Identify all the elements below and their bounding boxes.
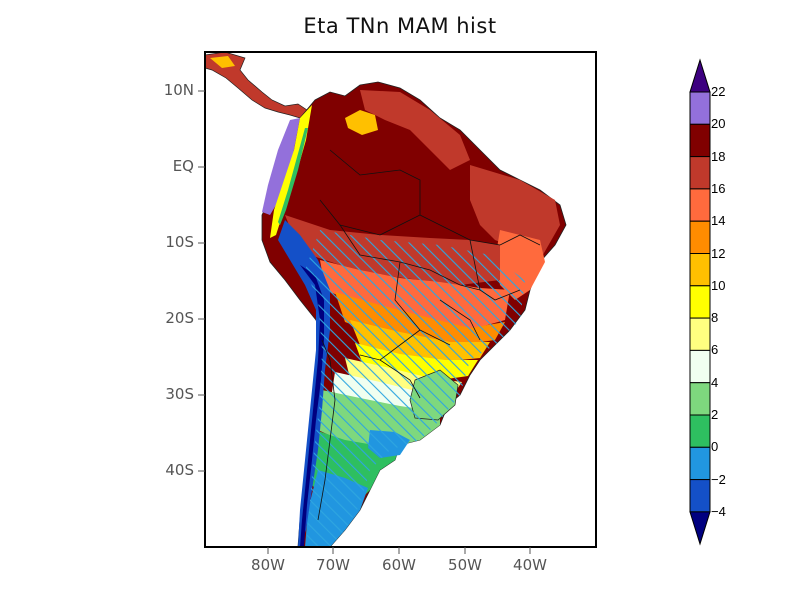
lon-label-80w: 80W (251, 556, 285, 574)
colorbar-box (689, 91, 711, 125)
chart-title: Eta TNn MAM hist (303, 14, 497, 38)
colorbar-label: 12 (711, 245, 726, 261)
region-guiana (360, 90, 470, 170)
region-guiana-highland (345, 110, 378, 135)
map-frame (204, 51, 597, 548)
lat-label-40s: 40S (165, 461, 194, 479)
colorbar-arrow-bottom (689, 511, 711, 546)
colorbar-label: 16 (711, 180, 726, 196)
lon-label-40w: 40W (513, 556, 547, 574)
colorbar-box (689, 220, 711, 254)
colorbar-box (689, 382, 711, 416)
map-content (205, 52, 567, 547)
colorbar-box (689, 253, 711, 287)
lon-label-60w: 60W (382, 556, 416, 574)
region-andes-cool (278, 128, 308, 225)
lon-label-50w: 50W (448, 556, 482, 574)
region-andes-coldest (300, 265, 324, 547)
colorbar-box (689, 285, 711, 319)
colorbar-label: 18 (711, 148, 726, 164)
colorbar-label: 20 (711, 116, 726, 132)
colorbar-box (689, 349, 711, 384)
colorbar-label: 2 (711, 407, 719, 422)
colorbar-label: 6 (711, 342, 719, 358)
region-brazil-east (470, 165, 560, 260)
country-borders (317, 149, 541, 521)
lon-ticks (267, 547, 531, 554)
colorbar-arrow-top (689, 58, 711, 93)
lon-label-70w: 70W (316, 556, 350, 574)
colorbar-box (689, 156, 711, 190)
region-andes-south-blue (278, 220, 330, 547)
lat-label-eq: EQ (172, 157, 194, 175)
colorbar-label: 22 (711, 84, 726, 99)
lat-label-10s: 10S (165, 233, 194, 251)
region-warm-west (262, 118, 300, 215)
colorbar-box (689, 188, 711, 222)
colorbar-box (689, 479, 711, 513)
lat-label-10n: 10N (163, 81, 194, 99)
colorbar-label: −2 (711, 471, 726, 487)
lat-label-30s: 30S (165, 385, 194, 403)
colorbar-label: 10 (711, 277, 726, 293)
region-andes-warm (270, 105, 312, 238)
colorbar-label: 4 (711, 374, 719, 390)
colorbar-label: 8 (711, 310, 719, 326)
colorbar-label: −4 (711, 503, 726, 519)
colorbar-label: 0 (711, 439, 719, 455)
colorbar-box (689, 414, 711, 448)
land-central-america-highland (210, 56, 235, 68)
colorbar-label: 14 (711, 213, 726, 229)
lat-label-20s: 20S (165, 309, 194, 327)
colorbar-box (689, 317, 711, 351)
lat-ticks (198, 90, 205, 472)
colorbar (689, 58, 711, 546)
colorbar-box (689, 123, 711, 158)
colorbar-box (689, 446, 711, 481)
